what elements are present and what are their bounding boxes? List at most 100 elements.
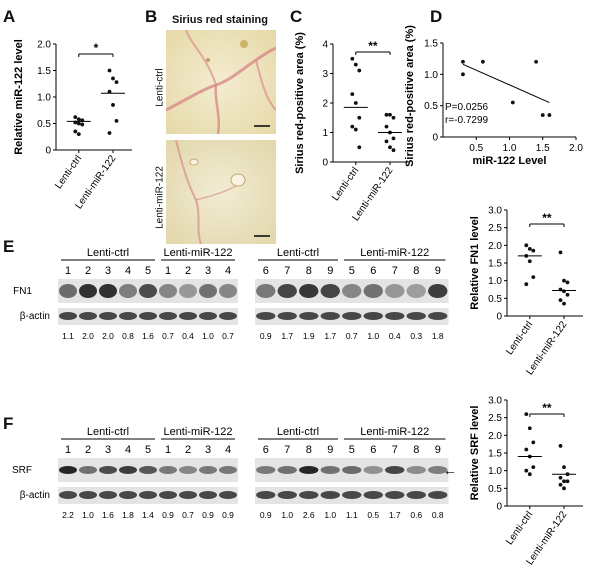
E-actin-band xyxy=(139,312,157,320)
F-band xyxy=(406,466,426,474)
FN1chart-point xyxy=(558,250,563,255)
F-actin-band xyxy=(385,491,405,499)
C-point xyxy=(391,136,396,141)
E-band xyxy=(299,284,319,298)
E-quant-value: 1.7 xyxy=(281,331,293,341)
A-ylabel: Relative miR-122 level xyxy=(13,39,25,155)
D-point xyxy=(547,113,552,117)
stain-image-mir122 xyxy=(166,140,276,244)
E-actin-band xyxy=(179,312,197,320)
E-row-label-2: β-actin xyxy=(20,311,50,322)
F-strip-row1 xyxy=(58,458,238,482)
D-point xyxy=(540,113,545,117)
D-point xyxy=(534,59,538,64)
E-lane-number: 8 xyxy=(413,265,419,277)
F-strip-row1 xyxy=(255,458,449,482)
E-lane-number: 5 xyxy=(349,265,355,277)
E-band xyxy=(99,284,117,298)
E-actin-band xyxy=(342,312,362,320)
E-quant-value: 1.0 xyxy=(367,331,379,341)
A-point xyxy=(114,118,119,123)
D-point xyxy=(510,100,515,105)
C-ytick-label: 2 xyxy=(322,99,328,110)
D-fit-line xyxy=(462,63,550,103)
A-point xyxy=(76,121,81,126)
C-point xyxy=(350,92,355,97)
F-actin-band xyxy=(428,491,448,499)
SRFchart-point xyxy=(562,486,566,491)
C-group-label: Lenti-ctrl xyxy=(330,165,361,203)
FN1chart-group-label: Lenti-miR-122 xyxy=(524,319,569,377)
F-actin-band xyxy=(199,491,217,499)
E-band xyxy=(277,284,297,298)
FN1chart-ytick-label: 2.0 xyxy=(488,241,502,252)
E-actin-band xyxy=(256,312,276,320)
stain-label-mir: Lenti-miR-122 xyxy=(154,166,166,229)
E-band xyxy=(159,284,177,298)
F-actin-band xyxy=(277,491,297,499)
FN1chart-point xyxy=(527,246,532,251)
E-lane-number: 5 xyxy=(145,265,151,277)
E-actin-band xyxy=(406,312,426,320)
FN1chart-point xyxy=(562,289,566,294)
E-band xyxy=(199,284,217,298)
SRFchart-point xyxy=(562,479,566,484)
F-group-name: Lenti-ctrl xyxy=(87,426,129,438)
D-ytick-label: 0 xyxy=(432,133,438,144)
E-actin-band xyxy=(299,312,319,320)
F-band xyxy=(277,466,297,474)
A-point xyxy=(76,132,81,137)
F-band xyxy=(428,466,448,474)
D-point xyxy=(461,59,465,64)
E-band xyxy=(320,284,340,298)
A-ytick-label: 2.0 xyxy=(37,40,51,51)
E-group-name: Lenti-ctrl xyxy=(277,247,319,259)
F-quant-value: 0.8 xyxy=(432,510,444,520)
E-quant-value: 0.4 xyxy=(389,331,401,341)
F-actin-band xyxy=(79,491,97,499)
C-point xyxy=(384,112,389,117)
E-lane-number: 2 xyxy=(185,265,191,277)
F-band xyxy=(139,466,157,474)
F-actin-band xyxy=(179,491,197,499)
E-lane-number: 3 xyxy=(105,265,111,277)
stain-label-ctrl-wrap: Lenti-ctrl xyxy=(150,60,166,120)
E-band xyxy=(385,284,405,298)
C-ylabel: Sirius red-positive area (%) xyxy=(294,32,306,174)
SRFchart-point xyxy=(565,479,570,484)
SRFchart-group-label: Lenti-ctrl xyxy=(504,509,535,547)
C-point xyxy=(391,148,396,153)
panel-letter-f: F xyxy=(3,414,14,433)
A-point xyxy=(111,76,115,81)
E-actin-band xyxy=(363,312,383,320)
SRFchart-ytick-label: 2.5 xyxy=(488,413,502,424)
panel-letter-e: E xyxy=(3,237,15,256)
D-ytick-label: 1.0 xyxy=(424,70,438,81)
F-quant-value: 1.0 xyxy=(324,510,336,520)
F-row-label-1: SRF xyxy=(12,465,32,476)
E-quant-value: 1.9 xyxy=(303,331,315,341)
E-group-name: Lenti-miR-122 xyxy=(163,247,232,259)
F-quant-value: 0.6 xyxy=(410,510,422,520)
SRFchart-point xyxy=(531,465,536,470)
panel-letter-b: B xyxy=(145,7,158,26)
FN1chart-ytick-label: 0.5 xyxy=(488,294,502,305)
E-actin-band xyxy=(320,312,340,320)
E-quant-value: 2.0 xyxy=(102,331,114,341)
F-lane-number: 3 xyxy=(105,444,111,456)
E-lane-number: 6 xyxy=(263,265,269,277)
F-lane-number: 7 xyxy=(284,444,290,456)
E-actin-band xyxy=(428,312,448,320)
D-xtick-label: 1.0 xyxy=(503,143,517,154)
FN1chart-group-label: Lenti-ctrl xyxy=(504,319,535,357)
F-lane-number: 7 xyxy=(392,444,398,456)
F-band xyxy=(342,466,362,474)
C-point xyxy=(388,112,392,117)
F-lane-number: 5 xyxy=(349,444,355,456)
F-quant-value: 1.1 xyxy=(346,510,358,520)
FN1chart-point xyxy=(524,243,529,248)
SRFchart-point xyxy=(565,472,570,477)
E-band xyxy=(59,284,77,298)
FN1chart-point xyxy=(527,259,532,264)
